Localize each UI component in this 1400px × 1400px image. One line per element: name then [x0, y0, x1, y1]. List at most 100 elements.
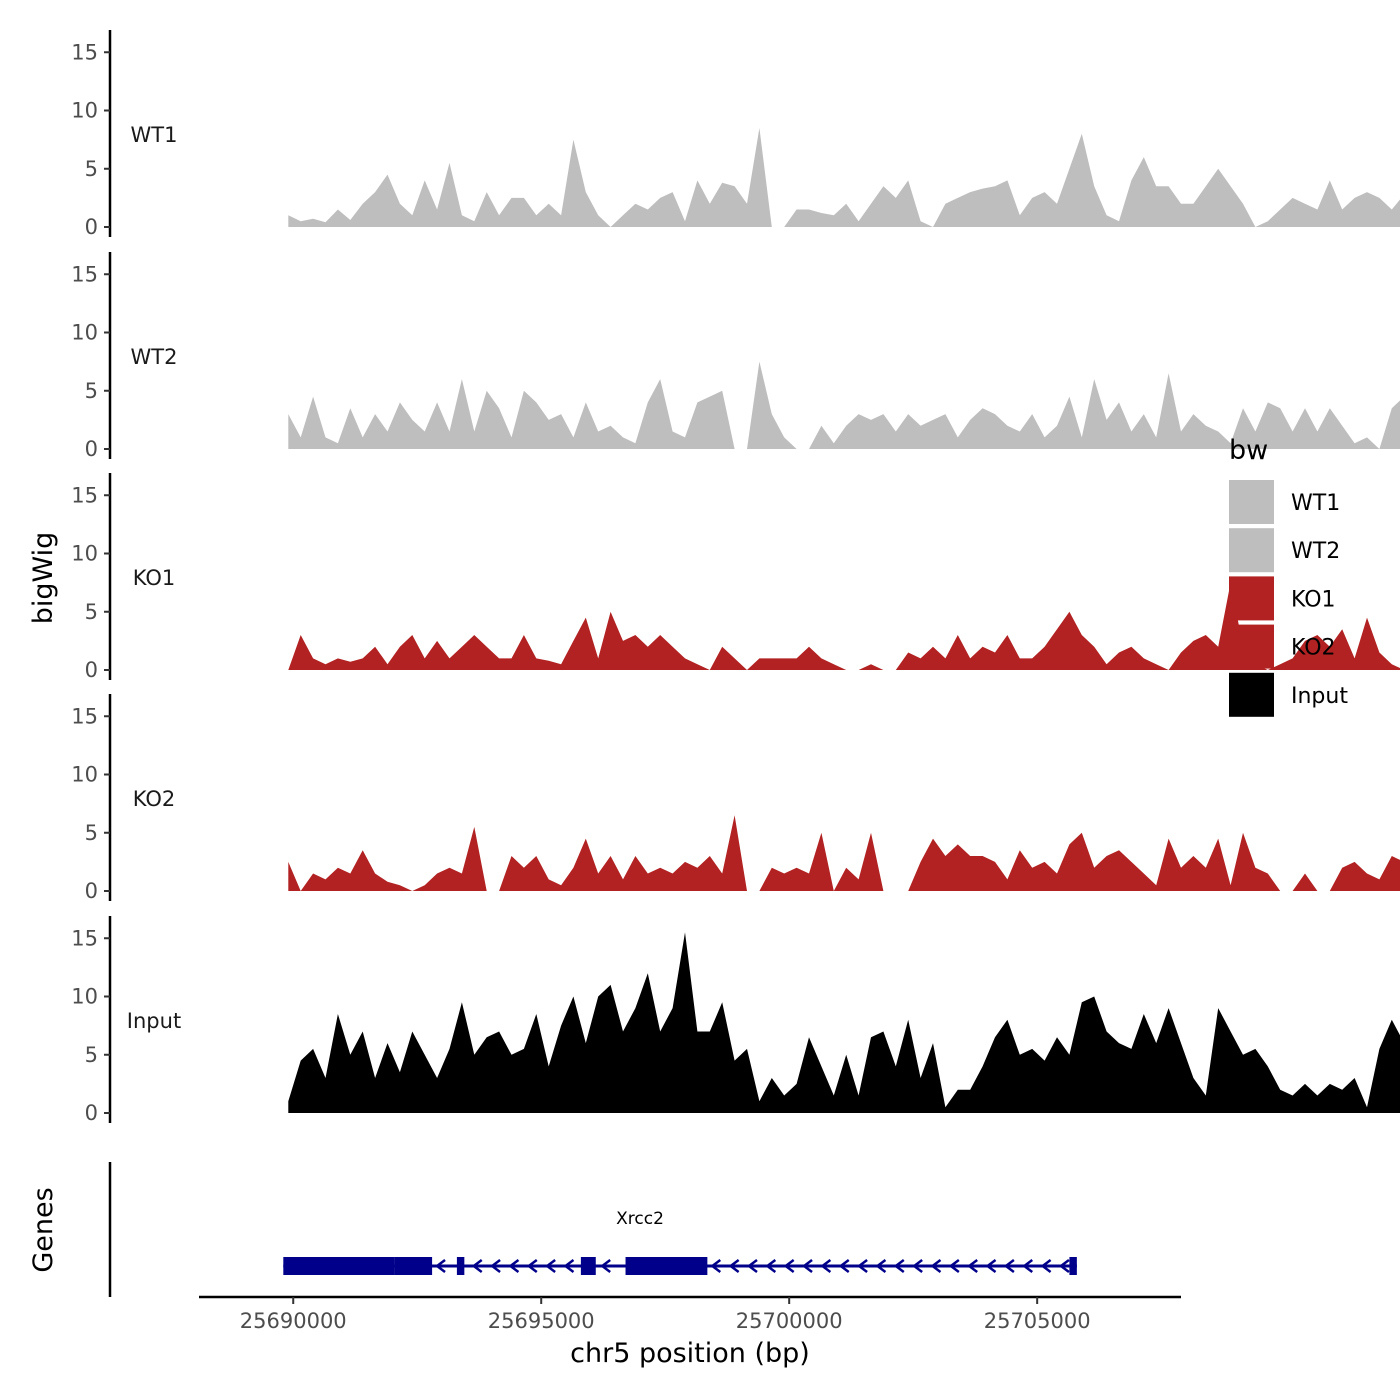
signal-area-wt2: [288, 361, 1400, 449]
y-tick-label-wt2-5: 5: [85, 379, 98, 403]
signal-area-wt1: [288, 128, 1400, 227]
legend-item-input: Input: [1229, 672, 1348, 717]
y-axis-title: bigWig: [28, 532, 59, 625]
x-tick-label-25695000: 25695000: [488, 1309, 595, 1333]
track-label-wt1: WT1: [131, 123, 178, 147]
gene-label: Xrcc2: [616, 1209, 664, 1229]
legend-item-ko1: KO1: [1229, 576, 1336, 621]
legend-label-wt2: WT2: [1291, 539, 1340, 564]
strand-arrow: [985, 1259, 997, 1273]
strand-arrow: [893, 1259, 905, 1273]
track-label-wt2: WT2: [131, 345, 178, 369]
y-tick-label-wt2-10: 10: [71, 321, 98, 345]
strand-arrow: [765, 1259, 777, 1273]
y-tick-label-ko2-0: 0: [85, 879, 98, 903]
gene-exon-2: [394, 1257, 433, 1275]
signal-area-input: [288, 932, 1400, 1113]
signal-area-ko1: [288, 582, 1400, 670]
strand-arrow: [434, 1259, 446, 1273]
y-tick-label-ko1-15: 15: [71, 483, 98, 507]
legend-item-wt1: WT1: [1229, 480, 1340, 524]
strand-arrow: [563, 1259, 575, 1273]
legend-swatch-ko2: [1229, 624, 1274, 669]
gene-exon-3: [456, 1257, 465, 1275]
gene-exon-6: [1069, 1257, 1077, 1275]
strand-arrow: [930, 1259, 942, 1273]
x-tick-label-25700000: 25700000: [736, 1309, 843, 1333]
y-tick-label-wt1-10: 10: [71, 99, 98, 123]
y-tick-label-ko2-10: 10: [71, 763, 98, 787]
y-tick-label-ko2-15: 15: [71, 704, 98, 728]
y-tick-label-wt1-5: 5: [85, 157, 98, 181]
y-tick-label-input-0: 0: [85, 1101, 98, 1125]
strand-arrow: [801, 1259, 813, 1273]
genes-axis-title: Genes: [28, 1187, 59, 1272]
strand-arrow: [471, 1259, 483, 1273]
legend-swatch-ko1: [1229, 576, 1274, 621]
gene-xrcc2: [283, 1257, 1077, 1275]
strand-arrow: [526, 1259, 538, 1273]
genes-panel: Xrcc2: [108, 1162, 1077, 1297]
legend-label-input: Input: [1291, 684, 1348, 709]
strand-arrow: [728, 1259, 740, 1273]
strand-arrow: [857, 1259, 868, 1273]
y-tick-label-input-10: 10: [71, 985, 98, 1009]
y-tick-label-input-5: 5: [85, 1043, 98, 1067]
legend-swatch-wt2: [1229, 528, 1274, 573]
strand-arrow: [508, 1259, 520, 1273]
y-tick-label-ko1-0: 0: [85, 658, 98, 682]
legend-item-wt2: WT2: [1229, 528, 1340, 573]
strand-arrow: [490, 1259, 501, 1273]
x-axis: 25690000 25695000 25700000 25705000: [199, 1295, 1181, 1333]
strand-arrow: [875, 1259, 887, 1273]
signal-area-ko2: [288, 815, 1400, 891]
strand-arrow: [838, 1259, 850, 1273]
strand-arrow: [1058, 1259, 1070, 1273]
strand-arrow: [1022, 1259, 1033, 1273]
x-ticks: 25690000 25695000 25700000 25705000: [240, 1297, 1091, 1333]
legend: bw WT1 WT2 KO1 KO2 Input: [1229, 435, 1348, 717]
legend-label-ko1: KO1: [1291, 587, 1336, 612]
track-panel-wt2: 0 5 10 15 WT2: [71, 252, 1400, 461]
y-tick-label-wt1-0: 0: [85, 215, 98, 239]
legend-item-ko2: KO2: [1229, 624, 1336, 669]
y-tick-label-ko1-10: 10: [71, 542, 98, 566]
legend-swatch-input: [1229, 672, 1274, 717]
legend-label-wt1: WT1: [1291, 491, 1340, 516]
y-tick-label-wt1-15: 15: [71, 40, 98, 64]
gene-exon-1: [283, 1257, 395, 1275]
x-axis-title: chr5 position (bp): [570, 1338, 810, 1369]
strand-arrow: [746, 1259, 758, 1273]
track-panel-wt1: 0 5 10 15 WT1: [71, 30, 1400, 239]
track-label-ko2: KO2: [133, 787, 176, 811]
strand-arrow: [545, 1259, 556, 1273]
legend-items: WT1 WT2 KO1 KO2 Input: [1229, 480, 1348, 717]
legend-title: bw: [1229, 435, 1268, 466]
track-panel-ko2: 0 5 10 15 KO2: [71, 694, 1400, 903]
y-tick-label-ko1-5: 5: [85, 600, 98, 624]
strand-arrow: [1003, 1259, 1015, 1273]
strand-arrow: [948, 1259, 960, 1273]
track-panel-input: 0 5 10 15 Input: [71, 916, 1400, 1125]
gene-exon-4: [580, 1257, 596, 1275]
x-tick-label-25705000: 25705000: [984, 1309, 1091, 1333]
strand-arrow: [912, 1259, 923, 1273]
y-tick-label-wt2-0: 0: [85, 437, 98, 461]
track-label-ko1: KO1: [133, 566, 176, 590]
strand-arrow: [710, 1259, 722, 1273]
strand-arrow: [820, 1259, 832, 1273]
y-tick-label-wt2-15: 15: [71, 262, 98, 286]
track-panels: 0 5 10 15 WT1 0 5 10 15 WT2 0 5 10 15 KO1 0 5 10 15 KO2 0 5 10…: [71, 30, 1400, 1125]
legend-label-ko2: KO2: [1291, 636, 1336, 661]
y-tick-label-input-15: 15: [71, 926, 98, 950]
strand-arrow: [1040, 1259, 1052, 1273]
track-label-input: Input: [127, 1009, 181, 1033]
strand-arrow: [600, 1259, 611, 1273]
strand-arrow: [967, 1259, 978, 1273]
gene-exon-5: [625, 1257, 708, 1275]
track-panel-ko1: 0 5 10 15 KO1: [71, 473, 1400, 682]
x-tick-label-25690000: 25690000: [240, 1309, 347, 1333]
y-tick-label-ko2-5: 5: [85, 821, 98, 845]
legend-swatch-wt1: [1229, 480, 1274, 524]
